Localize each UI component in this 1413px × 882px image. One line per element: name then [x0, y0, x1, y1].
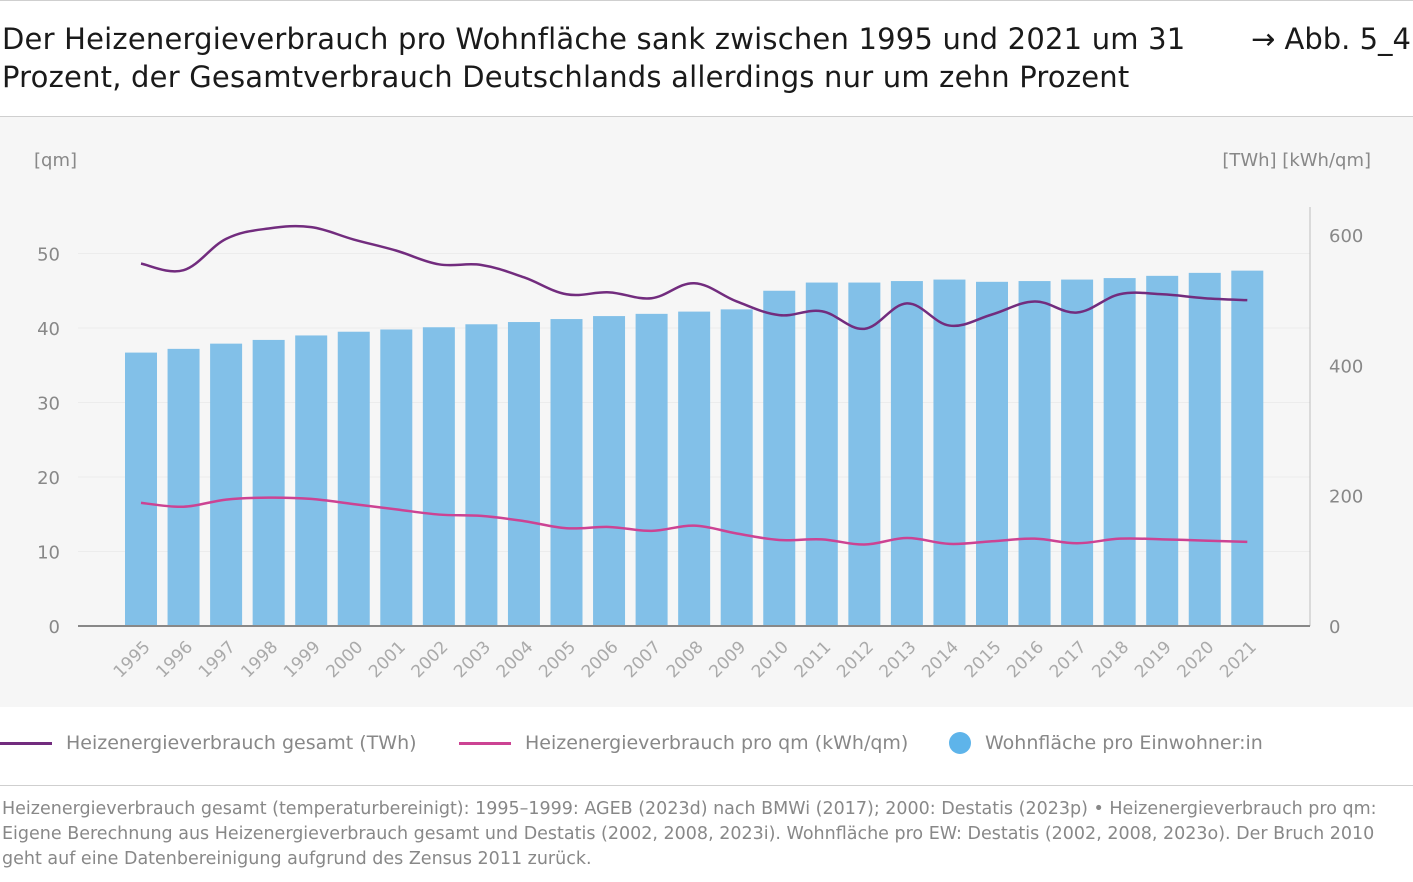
line-total: [140, 224, 1248, 331]
x-tick-label: 2018: [1088, 637, 1133, 682]
bar-2008: [678, 311, 711, 626]
bar-2018: [1103, 278, 1136, 626]
bar-1997: [210, 343, 243, 626]
right-axis-unit: [TWh] [kWh/qm]: [1222, 150, 1371, 171]
legend-dot-area-icon: [949, 732, 971, 754]
bar-2007: [635, 313, 668, 626]
bar-2001: [380, 329, 413, 626]
x-tick-label: 1996: [152, 637, 197, 682]
top-rule: [0, 0, 1413, 1]
bar-2014: [933, 279, 966, 626]
left-tick-label: 0: [49, 617, 60, 638]
legend-item-area: Wohnfläche pro Einwohner:in: [949, 732, 1263, 754]
x-tick-label: 2021: [1216, 637, 1261, 682]
x-tick-label: 2003: [450, 637, 495, 682]
x-tick-label: 2014: [918, 637, 963, 682]
bar-2006: [593, 316, 626, 626]
bar-2013: [890, 281, 923, 626]
x-tick-label: 2015: [961, 637, 1006, 682]
x-tick-label: 2016: [1003, 637, 1048, 682]
line-per-sqm: [140, 496, 1248, 546]
left-tick-label: 20: [37, 468, 60, 489]
x-tick-label: 2019: [1131, 637, 1176, 682]
bar-2011: [805, 282, 838, 626]
bar-2004: [507, 322, 540, 626]
left-tick-label: 40: [37, 319, 60, 340]
x-tick-label: 2004: [493, 637, 538, 682]
legend-item-total: Heizenergieverbrauch gesamt (TWh): [0, 732, 417, 754]
x-tick-label: 2011: [791, 637, 836, 682]
legend-label-area: Wohnfläche pro Einwohner:in: [985, 732, 1263, 754]
x-tick-label: 1998: [237, 637, 282, 682]
bar-2017: [1061, 279, 1094, 626]
right-tick-label: 600: [1329, 226, 1363, 247]
x-tick-label: 2006: [578, 637, 623, 682]
x-tick-label: 2013: [876, 637, 921, 682]
x-tick-label: 2009: [706, 637, 751, 682]
bar-2003: [465, 324, 498, 626]
bar-1995: [125, 352, 157, 626]
legend-label-per-sqm: Heizenergieverbrauch pro qm (kWh/qm): [525, 732, 909, 754]
bar-1996: [167, 348, 200, 626]
bar-2021: [1231, 270, 1264, 626]
legend-line-per-sqm-icon: [459, 741, 511, 745]
x-tick-label: 2010: [748, 637, 793, 682]
legend-line-total-icon: [0, 741, 52, 745]
left-tick-label: 50: [37, 245, 60, 266]
x-tick-label: 2008: [663, 637, 708, 682]
bar-2019: [1146, 275, 1179, 626]
figure-reference: → Abb. 5_4: [1250, 22, 1411, 56]
bar-1998: [252, 339, 285, 626]
bar-2005: [550, 319, 583, 626]
bar-2020: [1188, 272, 1221, 626]
legend-item-per-sqm: Heizenergieverbrauch pro qm (kWh/qm): [459, 732, 908, 754]
x-tick-label: 1999: [280, 637, 325, 682]
bar-2016: [1018, 281, 1051, 626]
bar-2010: [763, 290, 796, 626]
bar-2009: [720, 309, 753, 626]
combo-chart: 0 10 20 30 40 50 0 200 400 600 1995199619971998199…: [37, 207, 1363, 682]
right-tick-label: 0: [1329, 617, 1340, 638]
x-tick-label: 2001: [365, 637, 410, 682]
x-tick-label: 2017: [1046, 637, 1091, 682]
x-tick-label: 2012: [833, 637, 878, 682]
bar-2002: [422, 327, 455, 626]
x-tick-label: 2020: [1174, 637, 1219, 682]
x-tick-label: 1997: [195, 637, 240, 682]
left-tick-label: 30: [37, 394, 60, 415]
bar-2000: [337, 331, 370, 626]
bar-2012: [848, 282, 881, 626]
right-tick-label: 400: [1329, 356, 1363, 377]
header-divider: [0, 116, 1413, 117]
bar-2015: [976, 281, 1008, 626]
x-tick-label: 2005: [535, 637, 580, 682]
chart-title: Der Heizenergieverbrauch pro Wohnfläche …: [2, 22, 1186, 94]
x-tick-label: 2002: [408, 637, 453, 682]
x-tick-label: 2007: [620, 637, 665, 682]
chart-legend: Heizenergieverbrauch gesamt (TWh) Heizen…: [0, 732, 1413, 768]
right-tick-label: 200: [1329, 487, 1363, 508]
x-tick-label: 2000: [323, 637, 368, 682]
footer-divider: [0, 785, 1413, 786]
source-note: Heizenergieverbrauch gesamt (temperaturb…: [2, 799, 1377, 869]
legend-label-total: Heizenergieverbrauch gesamt (TWh): [66, 732, 417, 754]
left-tick-label: 10: [37, 543, 60, 564]
left-axis-unit: [qm]: [34, 150, 78, 171]
bar-1999: [295, 335, 328, 626]
x-tick-label: 1995: [110, 637, 155, 682]
